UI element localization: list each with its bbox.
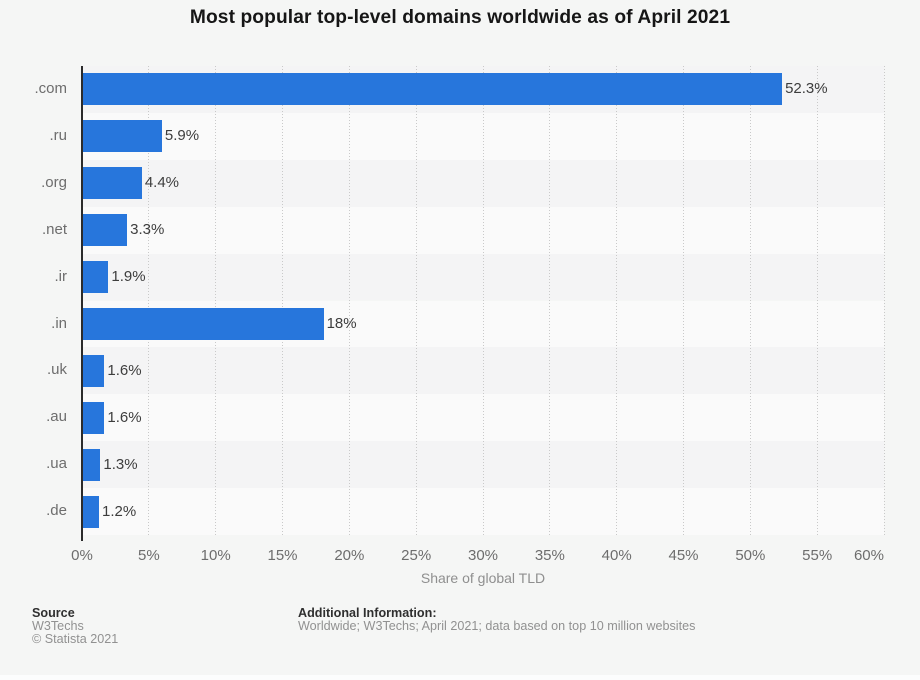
gridline xyxy=(816,66,818,535)
gridline xyxy=(883,66,885,535)
x-tick-label: 35% xyxy=(534,547,565,564)
gridline xyxy=(215,66,217,535)
bar-com xyxy=(83,73,783,106)
bottom-edge-strip xyxy=(0,675,920,680)
value-label: 5.9% xyxy=(164,127,200,145)
additional-heading: Additional Information: xyxy=(298,606,437,620)
value-label: 3.3% xyxy=(130,221,165,239)
category-label: .com xyxy=(34,80,67,97)
category-label: .de xyxy=(46,502,67,520)
bar-ru xyxy=(83,120,162,153)
value-label: 1.9% xyxy=(111,268,146,286)
bar-net xyxy=(83,214,128,247)
value-label: 4.4% xyxy=(144,174,180,192)
x-tick-label: 15% xyxy=(267,547,298,564)
bar-au xyxy=(83,401,105,434)
copyright: © Statista 2021 xyxy=(32,632,119,647)
category-label: .ru xyxy=(49,126,67,144)
category-label: .ir xyxy=(54,267,68,285)
x-tick-label: 55% xyxy=(802,547,833,564)
x-axis-title: Share of global TLD xyxy=(420,570,546,586)
y-axis-line xyxy=(80,66,83,541)
value-label: 1.6% xyxy=(107,361,142,379)
x-tick-label: 0% xyxy=(71,547,93,564)
x-tick-label: 30% xyxy=(467,547,499,564)
bar-in xyxy=(83,307,324,340)
category-label: .org xyxy=(41,173,67,191)
category-label: .in xyxy=(51,314,67,332)
x-tick-label: 50% xyxy=(735,547,766,564)
gridline xyxy=(415,66,417,535)
category-label: .net xyxy=(41,220,67,238)
value-label: 18% xyxy=(326,314,357,332)
category-label: .uk xyxy=(46,361,67,379)
category-label: .au xyxy=(46,408,67,426)
gridline xyxy=(549,66,551,535)
x-tick-label: 20% xyxy=(334,547,365,564)
gridline xyxy=(749,66,751,535)
bar-de xyxy=(83,495,100,528)
additional-text: Worldwide; W3Techs; April 2021; data bas… xyxy=(298,619,696,634)
value-label: 1.2% xyxy=(102,502,137,520)
x-tick-label: 60% xyxy=(853,547,884,564)
category-label: .ua xyxy=(46,455,67,473)
value-label: 1.6% xyxy=(107,408,142,426)
chart-title: Most popular top-level domains worldwide… xyxy=(189,7,731,28)
gridline xyxy=(348,66,350,535)
footer-source: Source W3Techs © Statista 2021 xyxy=(32,606,119,647)
plot-area: 52.3% 5.9% 4.4% 3.3% 1.9% 18% 1.6% 1.6% 1.3% 1.2% xyxy=(82,66,885,535)
value-label: 1.3% xyxy=(103,455,138,473)
value-label: 52.3% xyxy=(785,80,828,98)
x-tick-label: 45% xyxy=(668,547,699,564)
bar-ua xyxy=(83,448,101,481)
gridline xyxy=(148,66,150,535)
gridline xyxy=(482,66,484,535)
x-tick-label: 40% xyxy=(601,547,632,564)
source-heading: Source xyxy=(32,606,75,620)
gridline xyxy=(282,66,283,535)
footer-additional: Additional Information: Worldwide; W3Tec… xyxy=(298,606,696,634)
source-name: W3Techs xyxy=(32,619,84,634)
x-tick-label: 5% xyxy=(137,547,160,564)
bar-uk xyxy=(83,354,105,387)
bar-org xyxy=(83,167,142,200)
x-tick-label: 25% xyxy=(401,547,432,564)
x-tick-label: 10% xyxy=(200,547,231,564)
bar-ir xyxy=(83,261,109,294)
gridline xyxy=(683,66,684,535)
gridline xyxy=(616,66,618,535)
